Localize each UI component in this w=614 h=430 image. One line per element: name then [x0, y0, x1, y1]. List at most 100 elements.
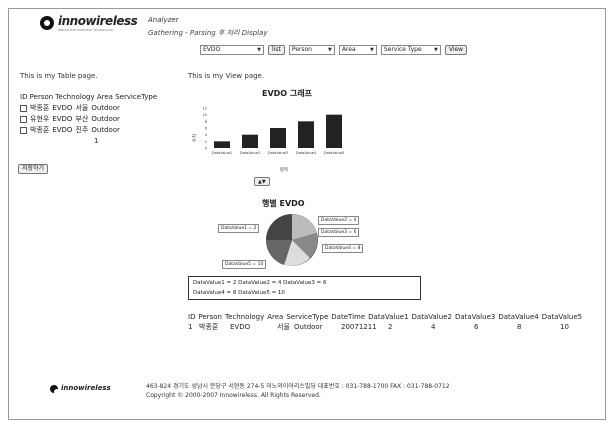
bar[interactable]: [242, 134, 258, 148]
technology-select[interactable]: EVDO ▼: [200, 45, 264, 55]
y-tick-label: 12: [203, 107, 207, 111]
cell-technology: EVDO: [52, 104, 73, 112]
cell-service-type: Outdoor: [294, 323, 323, 331]
evdo-pie-chart: [265, 214, 318, 267]
person-select-value: Person: [291, 46, 312, 53]
expand-toggle-button[interactable]: ▲▼: [254, 177, 270, 186]
logo-mark-icon: [50, 385, 60, 395]
row-checkbox[interactable]: [20, 116, 27, 123]
pie-slice-3: [284, 240, 310, 267]
logo-mark-icon: [40, 16, 54, 30]
footer-logo-text: innowireless: [61, 384, 111, 392]
area-select[interactable]: Area ▼: [338, 45, 377, 55]
row-checkbox[interactable]: [20, 105, 27, 112]
cell-datetime: 20071211: [341, 323, 377, 331]
innowireless-logo[interactable]: innowireless INNOVATIVE WIRELESS TECHNOL…: [40, 14, 138, 34]
cell-service-type: Outdoor: [91, 115, 120, 123]
x-tick-label: DataValue1: [212, 151, 232, 155]
table-row[interactable]: 박종훈 EVDO 진주 Outdoor: [20, 125, 157, 136]
header-cell: Technology: [225, 313, 265, 321]
y-tick-label: 6: [205, 127, 207, 131]
header-cell: ID: [188, 313, 196, 321]
x-tick-label: DataValue3: [268, 151, 288, 155]
bar[interactable]: [326, 114, 342, 148]
y-tick-label: 8: [205, 120, 207, 124]
summary-table: ID Person Technology Area ServiceType 박종…: [20, 92, 157, 147]
data-table-header: ID Person Technology Area ServiceType Da…: [188, 312, 585, 322]
cell-person: 박종훈: [30, 104, 50, 112]
header-cell: DataValue5: [541, 313, 583, 321]
cell-area: 서울: [75, 104, 89, 112]
header-cell: DataValue2: [411, 313, 452, 321]
page-number[interactable]: 1: [94, 137, 99, 145]
y-axis-label: 수치: [191, 134, 198, 142]
bar[interactable]: [214, 141, 230, 148]
cell-area: 부산: [75, 115, 89, 123]
x-tick-label: DataValue5: [324, 151, 344, 155]
chart-title: EVDO 그래프: [262, 89, 312, 98]
x-axis-label: 항목: [280, 166, 288, 173]
bar[interactable]: [270, 128, 286, 148]
footer-copyright: Copyright © 2000-2007 Innowireless. All …: [146, 392, 321, 399]
pie-label: DataValue4 = 8: [322, 244, 364, 253]
cell-area: 진주: [75, 126, 89, 134]
x-tick-label: DataValue4: [296, 151, 317, 155]
area-select-value: Area: [341, 46, 356, 53]
pie-slice-1: [292, 214, 317, 240]
table-header: ID Person Technology Area ServiceType: [20, 93, 158, 101]
header-cell: ServiceType: [286, 313, 329, 321]
legend-line: DataValue4 = 8 DataValue5 = 10: [193, 290, 285, 296]
cell-value: 10: [560, 323, 569, 331]
chevron-down-icon: ▼: [327, 47, 332, 53]
table-row[interactable]: 유현우 EVDO 부산 Outdoor: [20, 114, 157, 125]
evdo-bar-chart: 12 10 8 6 4 2 0 DataValue1 DataValue2 DataValue3…: [191, 107, 344, 174]
cell-technology: EVDO: [52, 115, 73, 123]
cell-service-type: Outdoor: [91, 126, 120, 134]
technology-select-value: EVDO: [203, 46, 221, 53]
cell-area: 서울: [277, 323, 290, 331]
chevron-down-icon: ▼: [257, 47, 261, 53]
cell-value: 6: [474, 323, 479, 331]
y-tick-label: 0: [205, 147, 207, 151]
app-frame: [8, 8, 606, 420]
pie-label: DataValue5 = 10: [222, 260, 267, 269]
pie-title: 행별 EVDO: [262, 199, 305, 208]
cell-value: 4: [431, 323, 436, 331]
y-tick-label: 4: [205, 133, 208, 137]
logo-tagline: INNOVATIVE WIRELESS TECHNOLOGY: [58, 28, 114, 32]
pie-label: DataValue3 = 6: [318, 228, 360, 237]
pie-slice-2: [292, 233, 318, 258]
service-type-select[interactable]: Service Type ▼: [380, 45, 441, 55]
save-button[interactable]: 저장하기: [18, 164, 49, 174]
pie-label: DataValue1 = 2: [218, 224, 260, 233]
row-checkbox[interactable]: [20, 127, 27, 134]
chevron-down-icon: ▼: [433, 47, 438, 53]
list-button[interactable]: list: [268, 45, 285, 55]
cell-person: 박종훈: [30, 126, 50, 134]
cell-service-type: Outdoor: [91, 104, 120, 112]
table-row[interactable]: 박종훈 EVDO 서울 Outdoor: [20, 103, 157, 114]
chevron-down-icon: ▼: [369, 47, 374, 53]
pie-slice-4: [265, 240, 292, 265]
data-table: ID Person Technology Area ServiceType Da…: [188, 312, 585, 332]
cell-person: 박종훈: [199, 323, 219, 331]
header-cell: DataValue3: [454, 313, 496, 321]
bar[interactable]: [298, 121, 314, 148]
table-pane-label: This is my Table page.: [20, 72, 98, 80]
header-cell: DateTime: [331, 313, 366, 321]
view-button[interactable]: View: [444, 45, 468, 55]
y-tick-label: 2: [205, 140, 207, 144]
cell-id: 1: [188, 323, 193, 331]
breadcrumb: Gathering - Parsing 후 처리 Display: [148, 29, 268, 37]
cell-technology: EVDO: [52, 126, 73, 134]
cell-person: 유현우: [30, 115, 50, 123]
filter-toolbar: EVDO ▼ list Person ▼ Area ▼ Service Type…: [200, 44, 468, 56]
footer-text: 463-824 경기도 성남시 분당구 서현동 274-5 이노와이어리스빌딩 …: [146, 382, 450, 400]
cell-value: 8: [517, 323, 522, 331]
table-row[interactable]: 1 박종훈 EVDO 서울 Outdoor 20071211 2 4 6 8 1…: [188, 322, 585, 332]
person-select[interactable]: Person ▼: [288, 45, 335, 55]
legend-line: DataValue1 = 2 DataValue2 = 4 DataValue3…: [193, 280, 327, 286]
logo-text: innowireless: [58, 14, 138, 28]
view-pane-label: This is my View page.: [188, 72, 265, 80]
header-cell: Area: [267, 313, 284, 321]
